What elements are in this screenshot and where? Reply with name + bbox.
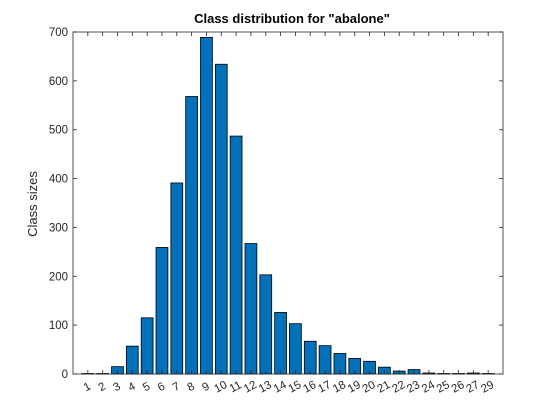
x-tick-label: 5 [141,381,152,395]
x-tick-label: 19 [346,379,363,396]
x-tick-label: 11 [228,379,244,395]
x-axis-ticks: 1 2 3 4 5 6 7 8 9 1011121314151617181920212223242… [82,32,496,396]
y-axis-ticks: 0 100 200 300 400 500 600 700 [49,27,503,381]
y-tick-label: 700 [49,27,68,39]
bar-15 [289,323,302,375]
x-tick-label: 7 [171,381,182,395]
y-tick-label: 300 [49,222,68,234]
x-tick-label: 9 [200,381,211,395]
bar-8 [185,96,198,375]
x-tick-label: 29 [479,379,496,396]
bar-12 [244,243,258,375]
x-tick-label: 21 [376,379,393,396]
bar-17 [318,345,332,375]
x-tick-label: 26 [450,379,467,396]
x-tick-label: 27 [464,379,481,396]
x-tick-label: 8 [186,381,197,395]
bar-9 [200,36,213,375]
bar-6 [155,247,169,375]
y-tick-label: 400 [49,174,68,186]
bar-16 [303,340,317,375]
y-tick-label: 200 [49,271,68,283]
x-tick-label: 23 [405,379,422,396]
plot-frame [72,31,504,375]
x-tick-label: 3 [111,381,122,395]
x-tick-label: 6 [156,381,167,395]
x-tick-label: 14 [272,379,289,396]
x-tick-label: 10 [212,379,229,396]
x-tick-label: 18 [331,379,348,396]
y-tick-label: 500 [49,125,68,137]
y-axis-label: Class sizes [25,171,40,237]
bar-11 [229,135,243,375]
x-tick-label: 16 [301,379,318,396]
bar-7 [170,182,184,375]
bars-group [81,36,495,375]
y-tick-label: 100 [49,320,68,332]
x-tick-label: 4 [126,380,138,394]
x-tick-label: 24 [420,379,437,396]
bar-4 [125,345,139,375]
y-tick-label: 0 [62,369,68,381]
x-tick-label: 15 [287,379,304,396]
x-tick-label: 17 [316,379,333,396]
x-tick-label: 2 [97,381,108,395]
bar-5 [140,317,154,375]
x-tick-label: 13 [257,379,274,396]
chart-title: Class distribution for "abalone" [194,11,390,26]
bar-13 [259,274,273,375]
x-tick-label: 1 [82,381,93,395]
x-tick-label: 20 [361,379,378,396]
bar-14 [274,312,287,375]
x-tick-label: 12 [242,379,259,396]
bar-10 [214,63,228,375]
x-tick-label: 25 [435,379,452,396]
y-tick-label: 600 [49,76,68,88]
x-tick-label: 22 [390,379,407,396]
